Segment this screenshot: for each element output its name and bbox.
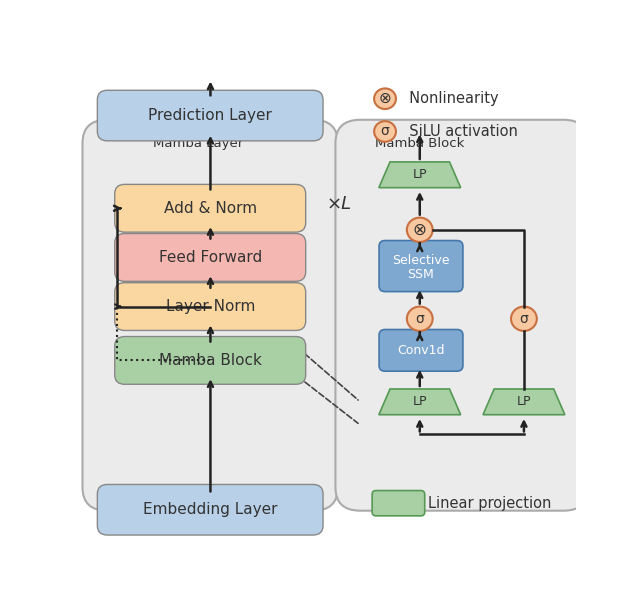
Text: Prediction Layer: Prediction Layer	[148, 108, 272, 123]
Circle shape	[407, 306, 433, 331]
Polygon shape	[379, 389, 461, 415]
FancyBboxPatch shape	[115, 184, 306, 232]
Text: ×L: ×L	[326, 195, 351, 213]
FancyBboxPatch shape	[335, 120, 588, 511]
FancyBboxPatch shape	[379, 241, 463, 292]
Text: Mamba Layer: Mamba Layer	[154, 137, 244, 150]
Text: SiLU activation: SiLU activation	[400, 124, 518, 139]
FancyBboxPatch shape	[115, 233, 306, 282]
Text: σ: σ	[415, 312, 424, 326]
Circle shape	[407, 218, 433, 242]
Text: Layer Norm: Layer Norm	[166, 299, 255, 314]
Text: LP: LP	[516, 395, 531, 409]
FancyBboxPatch shape	[372, 491, 425, 516]
Text: σ: σ	[381, 125, 389, 139]
Text: SSM: SSM	[408, 268, 435, 281]
Text: Mamba Block: Mamba Block	[159, 353, 262, 368]
FancyBboxPatch shape	[115, 283, 306, 331]
Polygon shape	[379, 162, 461, 188]
Text: LP: LP	[413, 395, 427, 409]
FancyBboxPatch shape	[115, 337, 306, 384]
Text: Feed Forward: Feed Forward	[159, 250, 262, 265]
FancyBboxPatch shape	[379, 330, 463, 371]
FancyBboxPatch shape	[97, 90, 323, 141]
Circle shape	[374, 121, 396, 142]
Text: Linear projection: Linear projection	[428, 496, 552, 511]
Text: Mamba Block: Mamba Block	[375, 137, 465, 150]
Text: ⊗: ⊗	[379, 91, 392, 106]
Text: Nonlinearity: Nonlinearity	[400, 91, 499, 106]
Text: Embedding Layer: Embedding Layer	[143, 502, 278, 517]
FancyBboxPatch shape	[97, 485, 323, 535]
Circle shape	[511, 306, 537, 331]
Text: Conv1d: Conv1d	[397, 344, 445, 357]
FancyBboxPatch shape	[83, 120, 338, 511]
Text: Selective: Selective	[392, 254, 450, 267]
Circle shape	[374, 88, 396, 109]
Polygon shape	[483, 389, 565, 415]
Text: ⊗: ⊗	[413, 221, 427, 239]
Text: σ: σ	[520, 312, 528, 326]
Text: LP: LP	[413, 168, 427, 181]
Text: Add & Norm: Add & Norm	[164, 201, 257, 216]
